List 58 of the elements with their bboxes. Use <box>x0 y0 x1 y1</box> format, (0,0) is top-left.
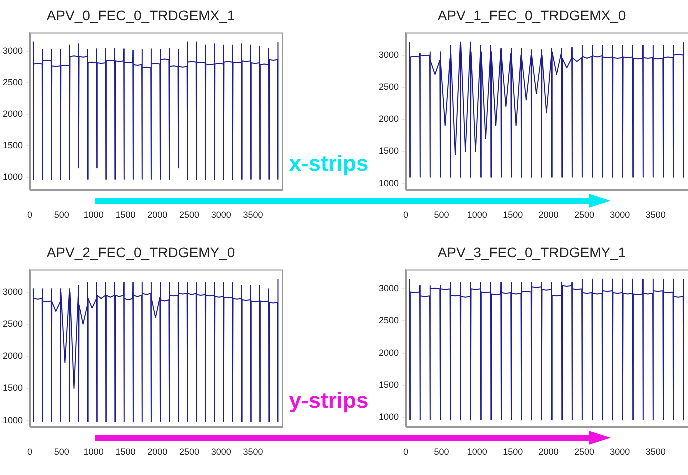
y-tick-label: 3000 <box>2 46 24 56</box>
x-tick-label: 3000 <box>211 447 232 458</box>
y-tick-label: 2000 <box>2 109 24 120</box>
y-tick-label: 2500 <box>2 78 24 88</box>
y-tick-label: 2500 <box>2 318 24 329</box>
y-tick-label: 3000 <box>2 286 24 297</box>
chart-title: APV_0_FEC_0_TRDGEMX_1 <box>46 7 236 24</box>
x-tick-label: 3000 <box>610 447 630 458</box>
y-tick-label: 1500 <box>2 140 24 151</box>
x-tick-label: 2000 <box>148 447 168 458</box>
x-tick-label: 2000 <box>538 447 559 458</box>
x-tick-label: 3000 <box>610 210 630 220</box>
x-tick-label: 3000 <box>211 210 232 220</box>
x-tick-label: 2500 <box>179 447 200 458</box>
x-tick-label: 1500 <box>503 210 524 220</box>
x-tick-label: 1000 <box>84 447 104 458</box>
x-tick-label: 1000 <box>467 447 488 458</box>
x-tick-label: 500 <box>54 210 70 220</box>
x-tick-label: 0 <box>404 210 409 220</box>
x-tick-label: 1500 <box>503 447 524 458</box>
y-tick-label: 1000 <box>378 178 400 188</box>
y-tick-label: 1000 <box>2 415 24 426</box>
text: x-strips <box>288 150 370 178</box>
y-tick-label: 3000 <box>378 50 400 60</box>
x-tick-label: 2000 <box>538 210 559 220</box>
y-tick-label: 1000 <box>378 412 400 422</box>
y-tick-label: 2500 <box>378 316 400 326</box>
x-tick-label: 2500 <box>574 210 595 220</box>
chart-title: APV_1_FEC_0_TRDGEMX_0 <box>438 7 626 24</box>
x-tick-label: 2000 <box>148 210 168 220</box>
y-tick-label: 2500 <box>378 82 400 92</box>
x-tick-label: 3500 <box>646 210 666 220</box>
x-tick-label: 2500 <box>179 210 200 220</box>
y-tick-label: 2000 <box>378 348 400 358</box>
y-tick-label: 1500 <box>378 380 400 390</box>
chart-title: APV_3_FEC_0_TRDGEMY_1 <box>438 244 626 260</box>
y-tick-label: 2000 <box>2 351 24 362</box>
x-tick-label: 1000 <box>467 210 488 220</box>
x-tick-label: 3500 <box>243 210 264 220</box>
x-tick-label: 1500 <box>116 210 136 220</box>
x-tick-label: 500 <box>434 210 450 220</box>
chart-title: APV_2_FEC_0_TRDGEMY_0 <box>46 244 236 260</box>
x-tick-label: 500 <box>54 447 70 458</box>
x-tick-label: 1000 <box>84 210 104 220</box>
text: y-strips <box>288 387 370 415</box>
y-tick-label: 2000 <box>378 114 400 124</box>
x-tick-label: 1500 <box>116 447 136 458</box>
x-tick-label: 0 <box>404 447 409 458</box>
x-tick-label: 2500 <box>574 447 595 458</box>
y-tick-label: 1000 <box>2 172 24 182</box>
x-tick-label: 3500 <box>646 447 666 458</box>
x-tick-label: 3500 <box>243 447 264 458</box>
y-tick-label: 3000 <box>378 284 400 294</box>
x-tick-label: 500 <box>434 447 450 458</box>
y-tick-label: 1500 <box>2 383 24 394</box>
x-tick-label: 0 <box>28 210 33 220</box>
y-tick-label: 1500 <box>378 146 400 156</box>
x-tick-label: 0 <box>28 447 33 458</box>
